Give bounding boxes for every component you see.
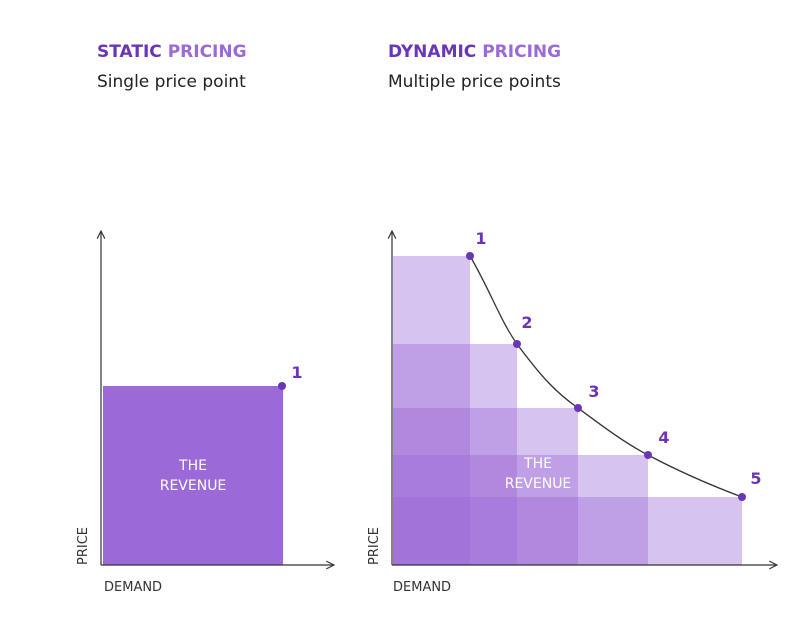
x-label: DEMAND	[393, 580, 451, 595]
area-label: REVENUE	[505, 476, 572, 492]
point	[278, 382, 286, 390]
point-label: 1	[291, 363, 302, 382]
x-label: DEMAND	[104, 580, 162, 595]
block	[393, 344, 517, 565]
point-label: 5	[750, 469, 761, 488]
block	[393, 408, 578, 565]
block	[393, 455, 648, 565]
title: DYNAMIC PRICING	[388, 42, 561, 62]
subtitle: Single price point	[97, 72, 246, 92]
point-label: 3	[588, 382, 599, 401]
point	[574, 404, 582, 412]
revenue-blocks	[393, 256, 742, 565]
title: STATIC PRICING	[97, 42, 247, 62]
point-label: 2	[521, 313, 532, 332]
point-label: 4	[658, 428, 669, 447]
block	[393, 256, 470, 565]
block	[393, 497, 742, 565]
area-label: THE	[523, 456, 552, 472]
subtitle: Multiple price points	[388, 72, 561, 92]
y-label: PRICE	[76, 527, 91, 565]
revenue-area	[103, 386, 283, 565]
area-label: REVENUE	[160, 478, 227, 494]
title-light: PRICING	[482, 42, 561, 62]
point	[466, 252, 474, 260]
title-strong: STATIC	[97, 42, 162, 62]
title-light: PRICING	[168, 42, 247, 62]
point	[644, 451, 652, 459]
point	[513, 340, 521, 348]
point-label: 1	[475, 229, 486, 248]
area-label: THE	[178, 458, 207, 474]
title-strong: DYNAMIC	[388, 42, 476, 62]
y-label: PRICE	[367, 527, 382, 565]
point	[738, 493, 746, 501]
